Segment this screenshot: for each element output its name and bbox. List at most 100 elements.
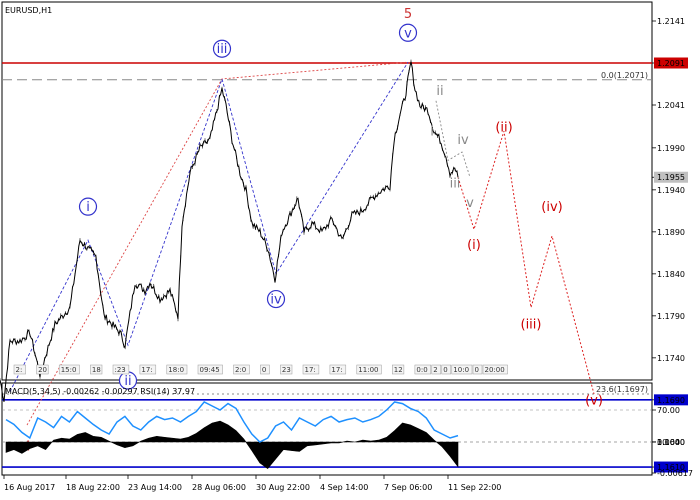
wave-label-circle <box>266 289 286 309</box>
annotation-box <box>431 364 442 375</box>
price-label: 1.1690 <box>657 396 685 405</box>
indicator-panel-frame <box>1 382 653 476</box>
price-label: 1.1740 <box>657 354 685 363</box>
price-label: 1.2141 <box>657 17 685 26</box>
annotation-text: 2:0 <box>235 366 246 374</box>
annotation-box <box>166 364 188 375</box>
wave-label: iv <box>270 293 282 308</box>
price-label-box <box>654 57 688 69</box>
wave-label-circle <box>78 197 98 216</box>
time-label: 30 Aug 22:00 <box>256 483 310 492</box>
price-label: 1.1640 <box>657 438 685 447</box>
annotation-text: 09:45 <box>200 366 220 374</box>
annotation-box <box>392 364 405 375</box>
annotation-text: 0 <box>443 366 447 374</box>
annotation-box <box>36 364 49 375</box>
horizontal-levels: 0.0(1.2071) 23.6(1.1697) <box>2 62 652 468</box>
price-line <box>0 61 459 402</box>
annotation-text: 2 <box>433 366 437 374</box>
price-axis: 1.2141 1.2091 1.2041 1.1990 1.1955 1.1940 1.18… <box>652 17 688 473</box>
forecast-path <box>457 130 595 395</box>
annotation-box <box>329 364 347 375</box>
wave-label: iv <box>457 133 469 148</box>
annotation-box <box>139 364 157 375</box>
annotation-box <box>441 364 452 375</box>
fib-level-label: 23.6(1.1697) <box>596 385 648 394</box>
annotation-box <box>58 364 80 375</box>
annotation-text: 0:0 <box>416 366 427 374</box>
annotation-box <box>302 364 320 375</box>
wave-label: iii <box>450 177 461 192</box>
indicator-title: MACD(5,34,5) -0.00262 -0.00297 RSI(14) 3… <box>5 387 195 396</box>
indicator-level-label: -0.00617 <box>657 469 693 478</box>
annotation-text: 23 <box>282 366 291 374</box>
price-label-box <box>654 461 688 473</box>
time-annotations: 2: 20 15:0 18:23 17: 18:0 09:45 2:0 0 23 17: 17: 11:… <box>13 364 508 375</box>
annotation-box <box>112 364 130 375</box>
annotation-text: 10:0 <box>453 366 469 374</box>
annotation-box <box>472 364 483 375</box>
time-label: 18 Aug 22:00 <box>66 483 120 492</box>
wave-label: (iv) <box>541 200 562 215</box>
price-label: 1.1940 <box>657 186 685 195</box>
price-label-box <box>654 171 688 183</box>
annotation-text: 20:00 <box>485 366 505 374</box>
indicator-level-label: 0.0000 <box>657 438 685 447</box>
annotation-box <box>13 364 26 375</box>
annotation-box <box>414 364 432 375</box>
wave-label-circle <box>212 39 232 58</box>
price-series <box>0 59 459 402</box>
annotation-text: 17: <box>331 366 342 374</box>
blue-wave-line <box>9 61 409 392</box>
wave-label-circle <box>398 23 418 42</box>
wave-label: iii <box>217 42 228 57</box>
annotation-text: :23 <box>115 366 126 374</box>
annotation-box <box>233 364 250 375</box>
annotation-text: 0 <box>262 366 266 374</box>
wave-label: i <box>86 200 90 215</box>
wave-label: (ii) <box>495 120 512 135</box>
annotation-text: 17: <box>305 366 316 374</box>
price-panel-frame <box>1 1 653 381</box>
time-label: 28 Aug 06:00 <box>192 483 246 492</box>
macd-histogram <box>5 420 459 470</box>
fib-level-label: 0.0(1.2071) <box>601 71 648 80</box>
price-label: 1.1610 <box>657 463 685 472</box>
annotation-text: 18 <box>92 366 101 374</box>
annotation-box <box>90 364 103 375</box>
annotation-box <box>280 364 293 375</box>
wave-label: i <box>430 125 434 140</box>
wave-label: (i) <box>467 238 481 253</box>
annotation-text: 12 <box>394 366 403 374</box>
wave-label: v <box>466 196 474 211</box>
annotation-text: 15:0 <box>61 366 77 374</box>
annotation-box <box>197 364 223 375</box>
time-label: 7 Sep 06:00 <box>384 483 432 492</box>
annotation-box <box>356 364 382 375</box>
wave-label: ii <box>124 374 131 389</box>
gray-wave-line <box>435 100 471 178</box>
price-label: 1.1955 <box>657 173 685 182</box>
wave-label: (v) <box>585 393 603 408</box>
annotation-text: 20 <box>38 366 47 374</box>
wave-lines <box>9 61 471 426</box>
wave-label: (iii) <box>521 318 542 333</box>
price-label: 1.2041 <box>657 101 685 110</box>
red-wave-line <box>26 61 409 426</box>
symbol-title: EURUSD,H1 <box>5 6 52 15</box>
time-label: 16 Aug 2017 <box>4 483 55 492</box>
rsi-line <box>5 401 459 443</box>
annotation-box <box>260 364 270 375</box>
price-label: 1.1840 <box>657 270 685 279</box>
wave-label: v <box>404 26 412 41</box>
price-label: 1.2091 <box>657 59 685 68</box>
price-label: 1.1890 <box>657 228 685 237</box>
forecast-line <box>457 130 595 395</box>
time-axis: 16 Aug 2017 18 Aug 22:00 23 Aug 14:00 28 Au… <box>3 475 501 492</box>
annotation-text: 11:00 <box>358 366 378 374</box>
annotation-box <box>451 364 473 375</box>
price-label: 1.1990 <box>657 144 685 153</box>
price-label: 1.1790 <box>657 312 685 321</box>
